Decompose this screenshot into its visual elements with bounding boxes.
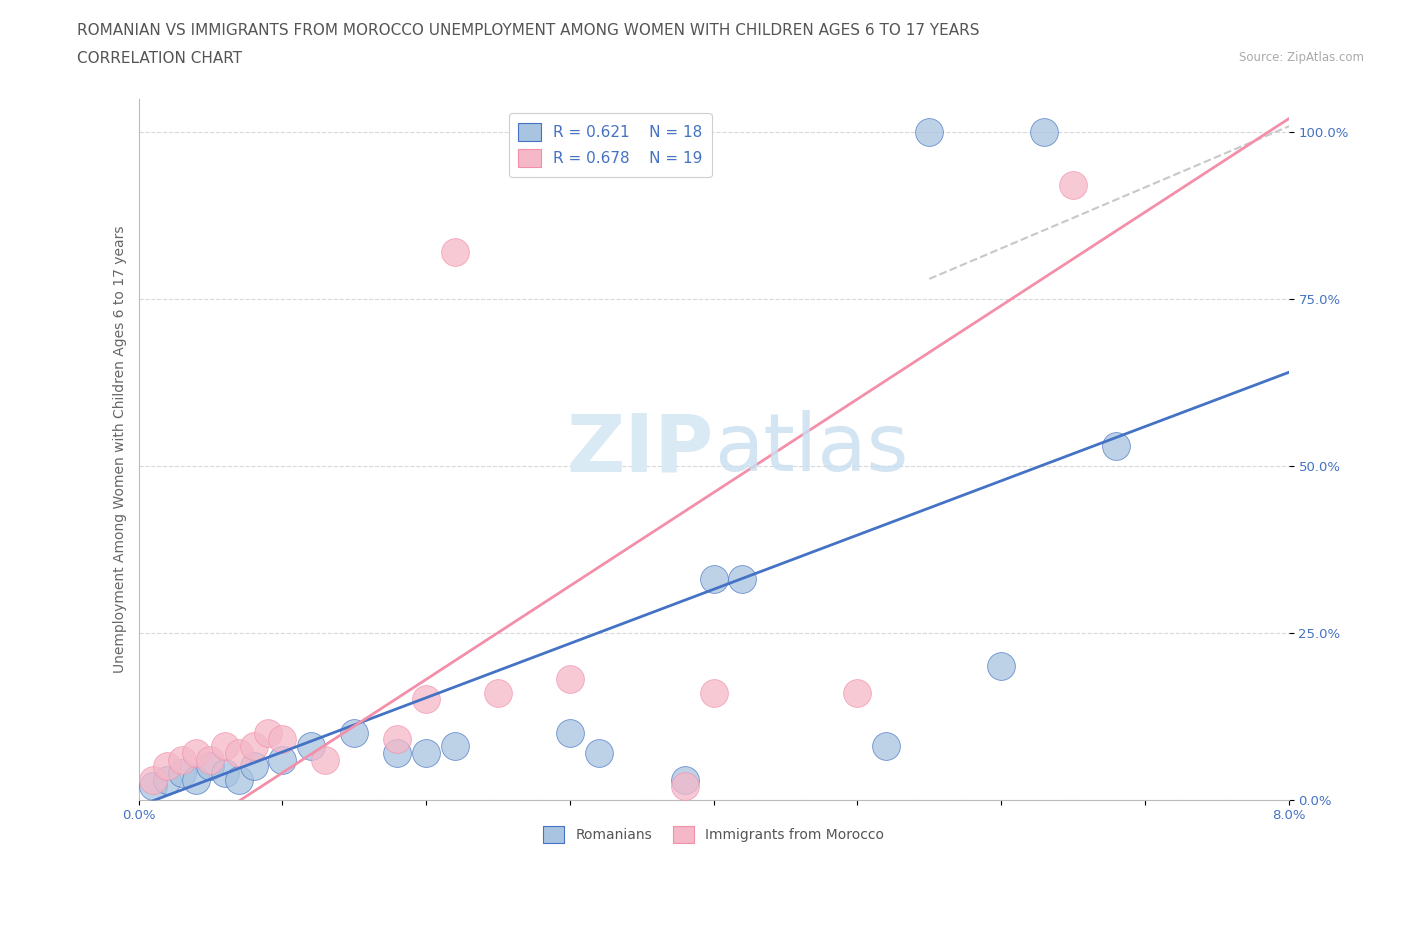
Point <box>184 772 207 787</box>
Point <box>314 752 336 767</box>
Point <box>242 738 264 753</box>
Point <box>443 245 465 259</box>
Point <box>142 772 165 787</box>
Point <box>875 738 897 753</box>
Point <box>200 759 222 774</box>
Point <box>228 772 250 787</box>
Point <box>271 752 294 767</box>
Legend: Romanians, Immigrants from Morocco: Romanians, Immigrants from Morocco <box>538 820 890 849</box>
Point <box>156 759 179 774</box>
Point <box>990 658 1012 673</box>
Point <box>415 692 437 707</box>
Point <box>1062 178 1084 193</box>
Point <box>156 772 179 787</box>
Point <box>299 738 322 753</box>
Text: Source: ZipAtlas.com: Source: ZipAtlas.com <box>1239 51 1364 64</box>
Point <box>170 765 193 780</box>
Text: atlas: atlas <box>714 410 908 488</box>
Point <box>558 725 581 740</box>
Text: ROMANIAN VS IMMIGRANTS FROM MOROCCO UNEMPLOYMENT AMONG WOMEN WITH CHILDREN AGES : ROMANIAN VS IMMIGRANTS FROM MOROCCO UNEM… <box>77 23 980 38</box>
Point <box>170 752 193 767</box>
Point <box>918 125 941 140</box>
Point <box>387 745 409 760</box>
Point <box>214 738 236 753</box>
Point <box>142 778 165 793</box>
Point <box>486 685 509 700</box>
Point <box>558 672 581 687</box>
Point <box>731 572 754 587</box>
Point <box>415 745 437 760</box>
Point <box>228 745 250 760</box>
Text: ZIP: ZIP <box>567 410 714 488</box>
Point <box>242 759 264 774</box>
Point <box>443 738 465 753</box>
Point <box>588 745 610 760</box>
Point <box>271 732 294 747</box>
Point <box>343 725 366 740</box>
Point <box>257 725 280 740</box>
Point <box>387 732 409 747</box>
Point <box>1033 125 1056 140</box>
Text: CORRELATION CHART: CORRELATION CHART <box>77 51 242 66</box>
Point <box>846 685 869 700</box>
Point <box>184 745 207 760</box>
Point <box>703 572 725 587</box>
Point <box>214 765 236 780</box>
Y-axis label: Unemployment Among Women with Children Ages 6 to 17 years: Unemployment Among Women with Children A… <box>114 225 128 673</box>
Point <box>673 772 696 787</box>
Point <box>703 685 725 700</box>
Point <box>673 778 696 793</box>
Point <box>1105 438 1128 453</box>
Point <box>200 752 222 767</box>
